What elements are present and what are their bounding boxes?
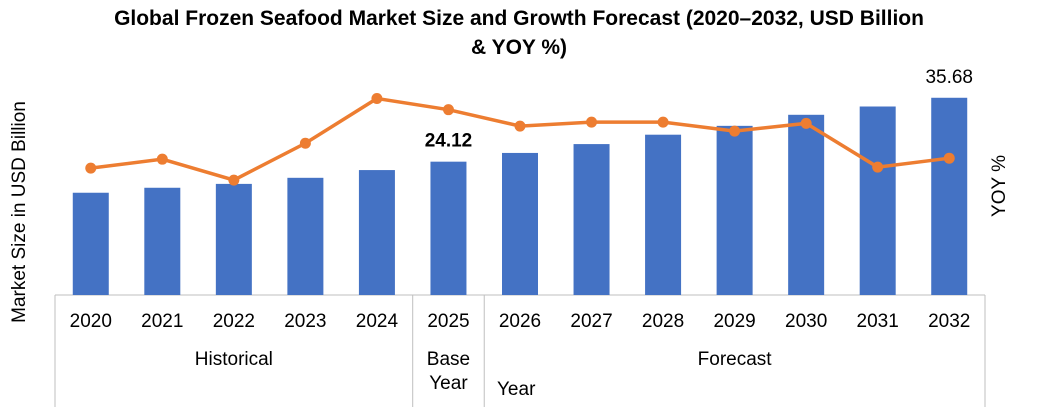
x-tick-label: 2026 bbox=[499, 311, 541, 332]
line-marker bbox=[943, 152, 955, 164]
data-label: 24.12 bbox=[425, 131, 473, 152]
group-label: Base Year bbox=[426, 349, 471, 394]
x-tick-label: 2032 bbox=[928, 311, 970, 332]
line-marker bbox=[800, 117, 812, 129]
group-label: Forecast bbox=[697, 349, 772, 370]
x-tick-label: 2030 bbox=[785, 311, 827, 332]
line-marker bbox=[657, 116, 669, 128]
bar bbox=[645, 134, 682, 295]
line-marker bbox=[299, 137, 311, 149]
x-tick-label: 2027 bbox=[570, 311, 612, 332]
line-marker bbox=[586, 116, 598, 128]
data-label: 35.68 bbox=[925, 67, 973, 88]
chart-title: Global Frozen Seafood Market Size and Gr… bbox=[114, 7, 924, 59]
bar bbox=[215, 183, 252, 295]
x-tick-label: 2020 bbox=[70, 311, 112, 332]
bar bbox=[859, 106, 896, 295]
bar bbox=[502, 152, 538, 295]
line-marker bbox=[371, 92, 383, 104]
x-tick-label: 2029 bbox=[713, 311, 755, 332]
bar bbox=[430, 161, 467, 295]
x-tick-label: 2028 bbox=[642, 311, 684, 332]
line-marker bbox=[228, 174, 240, 186]
y-axis-title: Market Size in USD Billion bbox=[9, 101, 30, 323]
x-axis-title: Year bbox=[497, 379, 536, 400]
line-marker bbox=[85, 162, 97, 174]
y2-axis-title: YOY % bbox=[989, 155, 1010, 217]
x-tick-label: 2031 bbox=[857, 311, 899, 332]
line-marker bbox=[872, 161, 884, 173]
bar bbox=[573, 144, 610, 295]
x-tick-label: 2021 bbox=[141, 311, 183, 332]
bar bbox=[358, 170, 395, 295]
bar bbox=[788, 114, 825, 296]
bar bbox=[144, 187, 181, 295]
x-tick-label: 2022 bbox=[213, 311, 255, 332]
bar bbox=[716, 125, 753, 295]
line-marker bbox=[729, 125, 741, 137]
bar bbox=[931, 97, 968, 295]
bar bbox=[287, 177, 324, 295]
bar bbox=[72, 192, 109, 295]
x-tick-label: 2023 bbox=[284, 311, 326, 332]
line-marker bbox=[514, 120, 526, 132]
x-tick-label: 2025 bbox=[427, 311, 469, 332]
x-tick-label: 2024 bbox=[356, 311, 399, 332]
group-label: Historical bbox=[194, 349, 273, 370]
line-marker bbox=[442, 104, 454, 116]
line-marker bbox=[156, 153, 168, 165]
